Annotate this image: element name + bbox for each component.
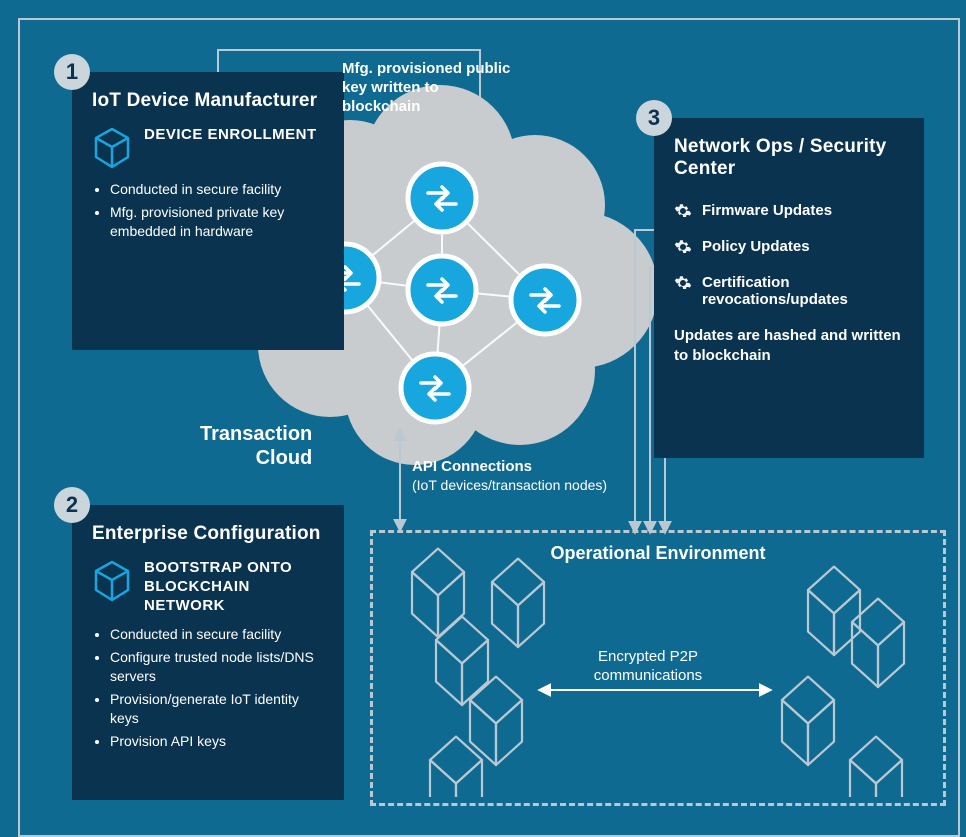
bullet: Provision API keys (110, 732, 324, 751)
panel-enterprise-config: Enterprise Configuration BOOTSTRAP ONTO … (72, 505, 344, 800)
gear-icon (674, 274, 692, 292)
panel1-bullets: Conducted in secure facility Mfg. provisi… (96, 180, 324, 241)
cube-icon (92, 559, 132, 603)
bullet: Configure trusted node lists/DNS servers (110, 648, 324, 686)
panel3-note: Updates are hashed and written to blockc… (674, 326, 904, 365)
bullet: Conducted in secure facility (110, 180, 324, 199)
gear-icon (674, 202, 692, 220)
badge-1: 1 (54, 54, 90, 90)
panel2-subtitle: BOOTSTRAP ONTO BLOCKCHAIN NETWORK (144, 559, 324, 615)
caption-mfg-public-key: Mfg. provisioned public key written to b… (342, 60, 512, 116)
security-item: Policy Updates (674, 238, 904, 256)
security-item: Firmware Updates (674, 202, 904, 220)
p2p-label: Encrypted P2Pcommunications (558, 648, 738, 686)
bullet: Mfg. provisioned private key embedded in… (110, 203, 324, 241)
bullet: Provision/generate IoT identity keys (110, 690, 324, 728)
bullet: Conducted in secure facility (110, 625, 324, 644)
panel-iot-manufacturer: IoT Device Manufacturer DEVICE ENROLLMEN… (72, 72, 344, 350)
panel2-bullets: Conducted in secure facility Configure tr… (96, 625, 324, 750)
badge-2: 2 (54, 487, 90, 523)
transaction-cloud-label: TransactionCloud (200, 422, 312, 470)
caption-api-connections: API Connections(IoT devices/transaction … (412, 458, 612, 494)
op-env-title: Operational Environment (373, 543, 943, 564)
panel3-title: Network Ops / Security Center (674, 136, 904, 180)
cube-icon (92, 126, 132, 170)
panel2-title: Enterprise Configuration (92, 523, 324, 545)
panel1-title: IoT Device Manufacturer (92, 90, 324, 112)
badge-3: 3 (636, 100, 672, 136)
security-item: Certification revocations/updates (674, 274, 904, 308)
panel-network-ops: Network Ops / Security Center Firmware U… (654, 118, 924, 458)
gear-icon (674, 238, 692, 256)
panel1-subtitle: DEVICE ENROLLMENT (144, 126, 317, 145)
